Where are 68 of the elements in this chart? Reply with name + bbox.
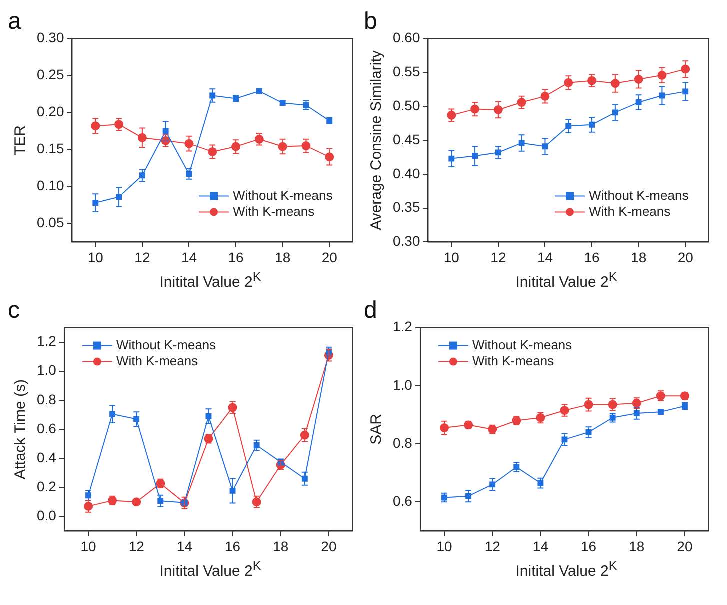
legend-label: With K-means <box>233 204 316 219</box>
legend-label: With K-means <box>472 353 555 368</box>
x-tick-label: 14 <box>532 538 549 554</box>
y-axis-title: Attack Time (s) <box>12 379 30 480</box>
x-tick-label: 14 <box>181 249 198 266</box>
x-tick-label: 12 <box>134 249 150 266</box>
x-axis-title: Initital Value 2$^{K}$ <box>158 559 262 580</box>
y-tick-label: 1.2 <box>392 318 413 335</box>
x-tick-label: 20 <box>677 538 693 554</box>
x-tick-label: 12 <box>490 249 506 266</box>
x-tick-label: 20 <box>322 249 338 266</box>
legend-label: With K-means <box>589 204 672 219</box>
y-axis-title: Average Consine Similarity <box>368 50 386 230</box>
y-tick-label: 1.2 <box>36 333 57 350</box>
x-tick-label: 20 <box>321 538 337 554</box>
x-tick-label: 16 <box>224 538 241 554</box>
y-tick-label: 0.4 <box>36 449 57 466</box>
y-tick-label: 0.40 <box>393 165 420 182</box>
legend-label: Without K-means <box>472 337 573 352</box>
y-tick-label: 0.30 <box>393 233 420 250</box>
x-tick-label: 10 <box>80 538 97 554</box>
x-tick-label: 18 <box>273 538 289 554</box>
y-tick-label: 0.8 <box>36 391 57 408</box>
x-tick-label: 18 <box>275 249 291 266</box>
x-tick-label: 12 <box>128 538 145 554</box>
y-tick-label: 1.0 <box>392 376 413 393</box>
y-tick-label: 0.45 <box>393 131 420 148</box>
chart-title: a <box>8 8 22 36</box>
legend-label: Without K-means <box>116 337 217 352</box>
y-tick-label: 0.10 <box>37 178 64 194</box>
y-axis-title: SAR <box>368 414 386 445</box>
y-tick-label: 0.6 <box>392 493 413 509</box>
y-tick-label: 0.05 <box>37 214 64 231</box>
x-tick-label: 18 <box>631 249 647 266</box>
legend-label: With K-means <box>116 353 199 368</box>
y-tick-label: 0.25 <box>37 66 64 83</box>
x-axis-title: Initital Value 2$^{K}$ <box>514 270 618 291</box>
y-tick-label: 0.30 <box>37 30 64 46</box>
x-tick-label: 16 <box>580 538 597 554</box>
y-axis-title: TER <box>12 125 30 156</box>
x-tick-label: 14 <box>176 538 193 554</box>
legend-label: Without K-means <box>233 188 334 203</box>
x-tick-label: 10 <box>88 249 104 266</box>
x-tick-label: 10 <box>444 249 460 266</box>
x-tick-label: 18 <box>629 538 645 554</box>
y-tick-label: 0.0 <box>36 508 57 524</box>
y-tick-label: 0.20 <box>37 104 64 120</box>
x-tick-label: 16 <box>228 249 244 266</box>
x-tick-label: 10 <box>436 538 453 554</box>
y-tick-label: 0.50 <box>393 97 420 114</box>
x-axis-title: Initital Value 2$^{K}$ <box>158 270 262 291</box>
x-tick-label: 14 <box>537 249 554 266</box>
y-tick-label: 1.0 <box>36 362 57 378</box>
legend-label: Without K-means <box>589 188 690 203</box>
chart-title: b <box>364 8 378 36</box>
x-tick-label: 12 <box>484 538 501 554</box>
y-tick-label: 0.2 <box>36 478 57 494</box>
y-tick-label: 0.15 <box>37 140 64 157</box>
y-tick-label: 0.35 <box>393 199 420 216</box>
x-tick-label: 20 <box>678 249 694 266</box>
y-tick-label: 0.60 <box>393 30 420 46</box>
chart-title: c <box>8 297 20 324</box>
y-tick-label: 0.8 <box>392 434 413 451</box>
x-axis-title: Initital Value 2$^{K}$ <box>514 559 618 580</box>
y-tick-label: 0.55 <box>393 64 420 80</box>
x-tick-label: 16 <box>584 249 600 266</box>
chart-title: d <box>364 297 378 324</box>
y-tick-label: 0.6 <box>36 420 57 436</box>
